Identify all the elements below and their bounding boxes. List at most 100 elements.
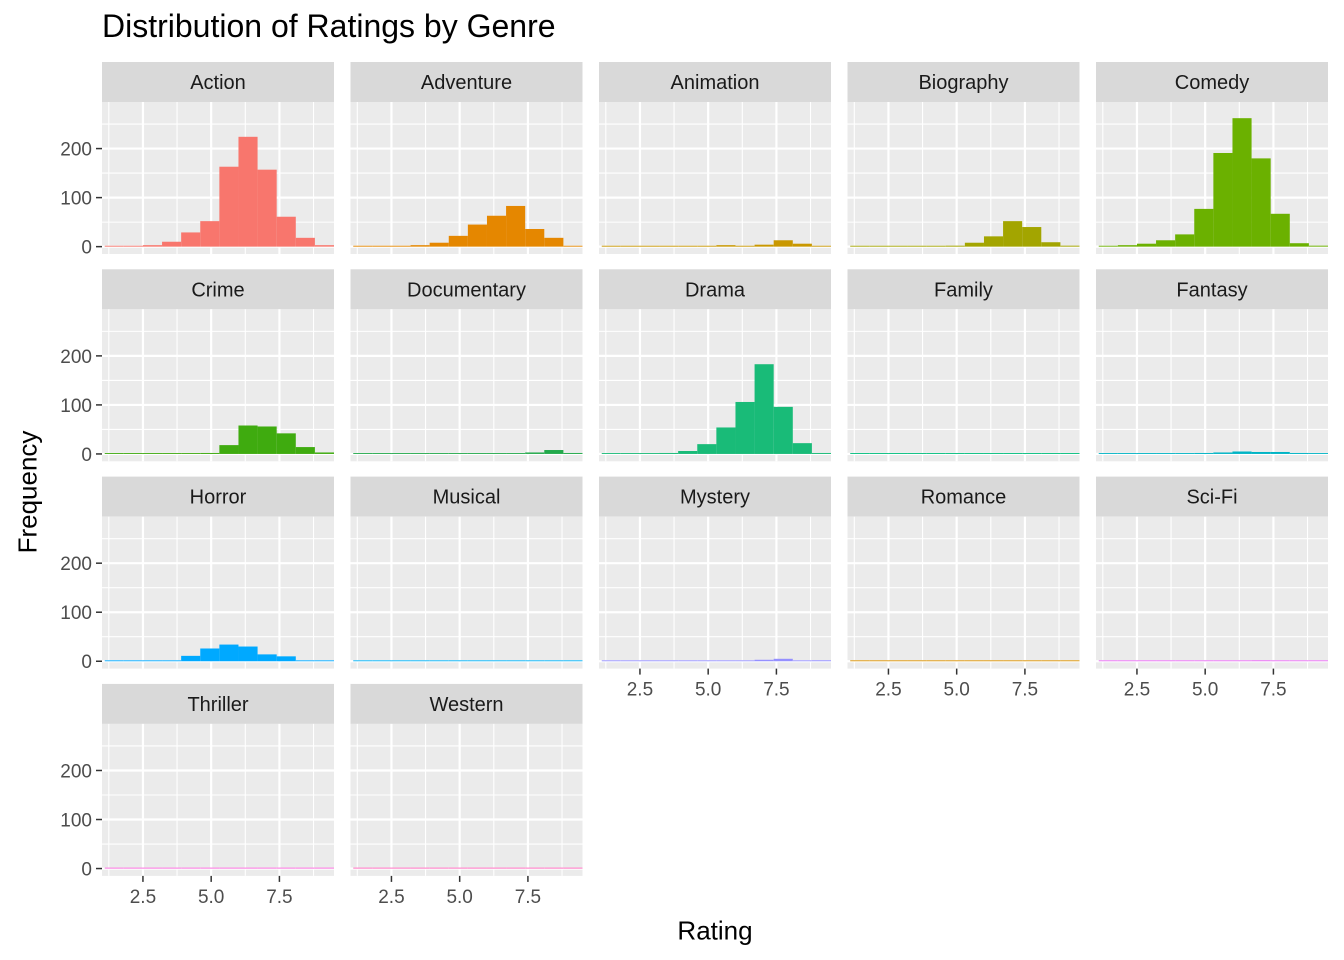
panel-background xyxy=(599,516,831,669)
histogram-bar xyxy=(391,245,411,247)
histogram-bar xyxy=(219,166,239,247)
histogram-bar xyxy=(964,242,984,247)
facet-panel-sci-fi: Sci-Fi 2.5 5.0 7.5 xyxy=(1096,476,1328,701)
panel-background xyxy=(102,309,334,462)
facet-strip xyxy=(350,476,583,517)
histogram-bar xyxy=(506,867,526,869)
histogram-bar xyxy=(1117,660,1137,662)
histogram-bar xyxy=(295,867,315,869)
histogram-bar xyxy=(391,660,411,662)
histogram-bar xyxy=(410,660,430,662)
histogram-bar xyxy=(601,245,621,247)
facet-strip xyxy=(102,683,334,724)
x-tick-label: 7.5 xyxy=(763,680,789,701)
histogram-bar xyxy=(869,453,889,454)
histogram-bar xyxy=(1060,245,1080,247)
x-tick-label: 2.5 xyxy=(130,887,156,908)
histogram-bar xyxy=(391,867,411,869)
histogram-bar xyxy=(1098,453,1118,454)
y-tick-label: 200 xyxy=(60,347,92,368)
histogram-bar xyxy=(104,245,124,247)
histogram-bar xyxy=(1041,660,1061,662)
histogram-bar xyxy=(525,660,545,662)
histogram-bar xyxy=(467,867,487,869)
histogram-bar xyxy=(544,450,564,454)
histogram-bar xyxy=(142,867,163,869)
histogram-bar xyxy=(295,447,315,454)
facet-strip-label: Animation xyxy=(671,72,760,94)
facet-panel-biography: Biography xyxy=(847,62,1080,254)
facet-panel-fantasy: Fantasy xyxy=(1096,269,1328,462)
histogram-bar xyxy=(964,660,984,662)
histogram-bar xyxy=(811,660,831,662)
x-tick-label: 5.0 xyxy=(1192,680,1218,701)
facet-panel-mystery: Mystery 2.5 5.0 7.5 xyxy=(599,476,831,701)
histogram-bar xyxy=(372,453,392,454)
histogram-bar xyxy=(1308,660,1328,662)
histogram-bar xyxy=(238,646,258,662)
histogram-bar xyxy=(104,867,124,869)
histogram-bar xyxy=(525,867,545,869)
histogram-bar xyxy=(773,406,793,454)
histogram-bar xyxy=(735,660,755,662)
x-tick-label: 5.0 xyxy=(695,680,721,701)
histogram-bar xyxy=(1213,660,1233,662)
histogram-bar xyxy=(276,656,296,662)
histogram-bar xyxy=(353,867,373,869)
histogram-bar xyxy=(486,453,507,454)
facet-strip-label: Musical xyxy=(433,487,501,509)
facet-strip xyxy=(350,269,583,310)
facet-strip xyxy=(1096,62,1328,102)
facet-strip-label: Horror xyxy=(190,487,247,509)
facet-strip xyxy=(350,683,583,724)
histogram-bar xyxy=(716,245,736,247)
y-tick-label: 0 xyxy=(81,238,92,259)
histogram-bar xyxy=(735,245,755,247)
x-tick-label: 2.5 xyxy=(378,887,404,908)
facet-panel-crime: Crime 0 100 200 xyxy=(60,269,334,466)
facet-strip xyxy=(1096,476,1328,517)
panel-background xyxy=(847,102,1080,254)
histogram-bar xyxy=(410,453,430,454)
histogram-bar xyxy=(181,453,201,454)
histogram-bar xyxy=(1003,660,1023,662)
histogram-bar xyxy=(620,660,640,662)
histogram-bar xyxy=(238,136,258,247)
histogram-bar xyxy=(525,228,545,247)
histogram-bar xyxy=(1232,451,1252,454)
facet-panel-horror: Horror 0 100 200 xyxy=(60,476,334,673)
facet-strip xyxy=(102,62,334,102)
facet-strip xyxy=(599,269,831,310)
histogram-bar xyxy=(907,453,927,454)
histogram-bar xyxy=(754,659,774,662)
histogram-bar xyxy=(123,245,143,247)
histogram-bar xyxy=(888,245,908,247)
histogram-bar xyxy=(142,660,163,662)
histogram-bar xyxy=(1308,453,1328,454)
histogram-bar xyxy=(1289,660,1309,662)
histogram-bar xyxy=(735,401,755,454)
facet-panel-romance: Romance 2.5 5.0 7.5 xyxy=(847,476,1080,701)
histogram-bar xyxy=(1003,453,1023,454)
facet-strip-label: Mystery xyxy=(680,487,750,509)
histogram-bar xyxy=(1194,660,1214,662)
histogram-bar xyxy=(792,443,812,454)
facet-strip-label: Crime xyxy=(191,279,244,301)
histogram-bar xyxy=(123,453,143,454)
histogram-bar xyxy=(314,867,334,869)
panel-background xyxy=(1096,309,1328,462)
histogram-bar xyxy=(429,660,449,662)
facet-panel-western: Western 2.5 5.0 7.5 xyxy=(350,683,583,908)
histogram-bar xyxy=(563,452,583,454)
histogram-bar xyxy=(410,867,430,869)
histogram-bar xyxy=(1041,453,1061,454)
x-tick-label: 2.5 xyxy=(1124,680,1150,701)
histogram-bar xyxy=(907,245,927,247)
histogram-bar xyxy=(506,205,526,247)
histogram-bar xyxy=(1156,453,1176,454)
x-tick-label: 5.0 xyxy=(943,680,969,701)
histogram-bar xyxy=(697,660,717,662)
histogram-bar xyxy=(1098,245,1118,247)
facet-strip-label: Drama xyxy=(685,279,746,301)
facet-strip xyxy=(847,269,1080,310)
